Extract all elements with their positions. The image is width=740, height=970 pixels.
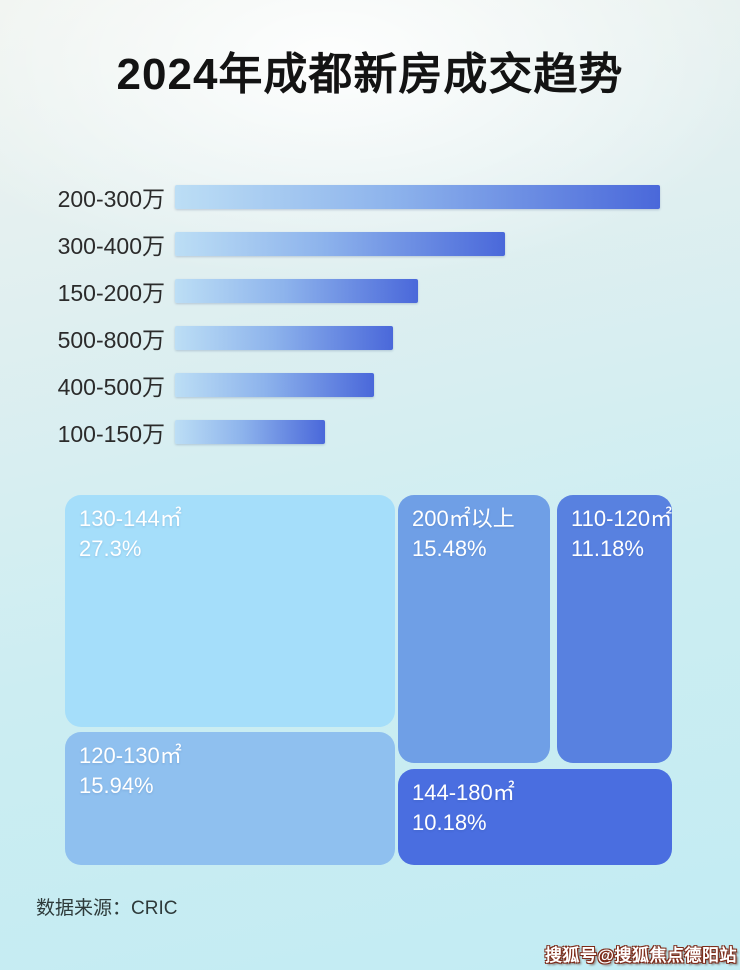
treemap-cell-value: 15.94% — [79, 773, 154, 799]
treemap-cell: 144-180㎡ 10.18% — [398, 769, 672, 865]
treemap-cell-label: 130-144㎡ — [79, 506, 182, 531]
bar-track — [175, 373, 660, 397]
bar-row: 400-500万 — [38, 373, 702, 400]
area-size-treemap: 130-144㎡ 27.3% 200㎡以上 15.48% 110-120㎡ 11.18% 1… — [65, 495, 672, 865]
treemap-cell-label: 144-180㎡ — [412, 780, 515, 805]
bar-row: 500-800万 — [38, 326, 702, 353]
price-range-bar-chart: 200-300万 300-400万 150-200万 500-800万 400-500万… — [38, 185, 702, 467]
bar-category-label: 100-150万 — [57, 421, 165, 447]
treemap-cell-value: 27.3% — [79, 536, 142, 562]
treemap-cell: 110-120㎡ 11.18% — [557, 495, 672, 763]
bar-row: 200-300万 — [38, 185, 702, 212]
treemap-cell: 120-130㎡ 15.94% — [65, 732, 395, 865]
bar-category-label: 300-400万 — [57, 233, 165, 259]
bar-category-label: 500-800万 — [57, 327, 165, 353]
bar-track — [175, 420, 660, 444]
treemap-cell: 130-144㎡ 27.3% — [65, 495, 395, 727]
bar-track — [175, 279, 660, 303]
watermark: 搜狐号@搜狐焦点德阳站 — [544, 946, 737, 965]
treemap-cell: 200㎡以上 15.48% — [398, 495, 550, 763]
bar — [175, 232, 505, 256]
bar-track — [175, 232, 660, 256]
bar-row: 100-150万 — [38, 420, 702, 447]
bar — [175, 373, 374, 397]
treemap-cell-label: 200㎡以上 — [412, 506, 515, 531]
treemap-cell-value: 10.18% — [412, 810, 487, 836]
bar-track — [175, 326, 660, 350]
treemap-cell-label: 120-130㎡ — [79, 743, 182, 768]
bar-row: 150-200万 — [38, 279, 702, 306]
bar-category-label: 150-200万 — [57, 280, 165, 306]
bar — [175, 185, 660, 209]
bar-category-label: 400-500万 — [57, 374, 165, 400]
bar-category-label: 200-300万 — [57, 186, 165, 212]
treemap-cell-label: 110-120㎡ — [571, 506, 672, 531]
bar-row: 300-400万 — [38, 232, 702, 259]
treemap-cell-value: 15.48% — [412, 536, 487, 562]
treemap-cell-value: 11.18% — [571, 536, 644, 562]
bar — [175, 326, 394, 350]
bar — [175, 420, 326, 444]
page-title: 2024年成都新房成交趋势 — [116, 50, 624, 99]
bar-track — [175, 185, 660, 209]
data-source-label: 数据来源：CRIC — [36, 898, 178, 919]
bar — [175, 279, 418, 303]
